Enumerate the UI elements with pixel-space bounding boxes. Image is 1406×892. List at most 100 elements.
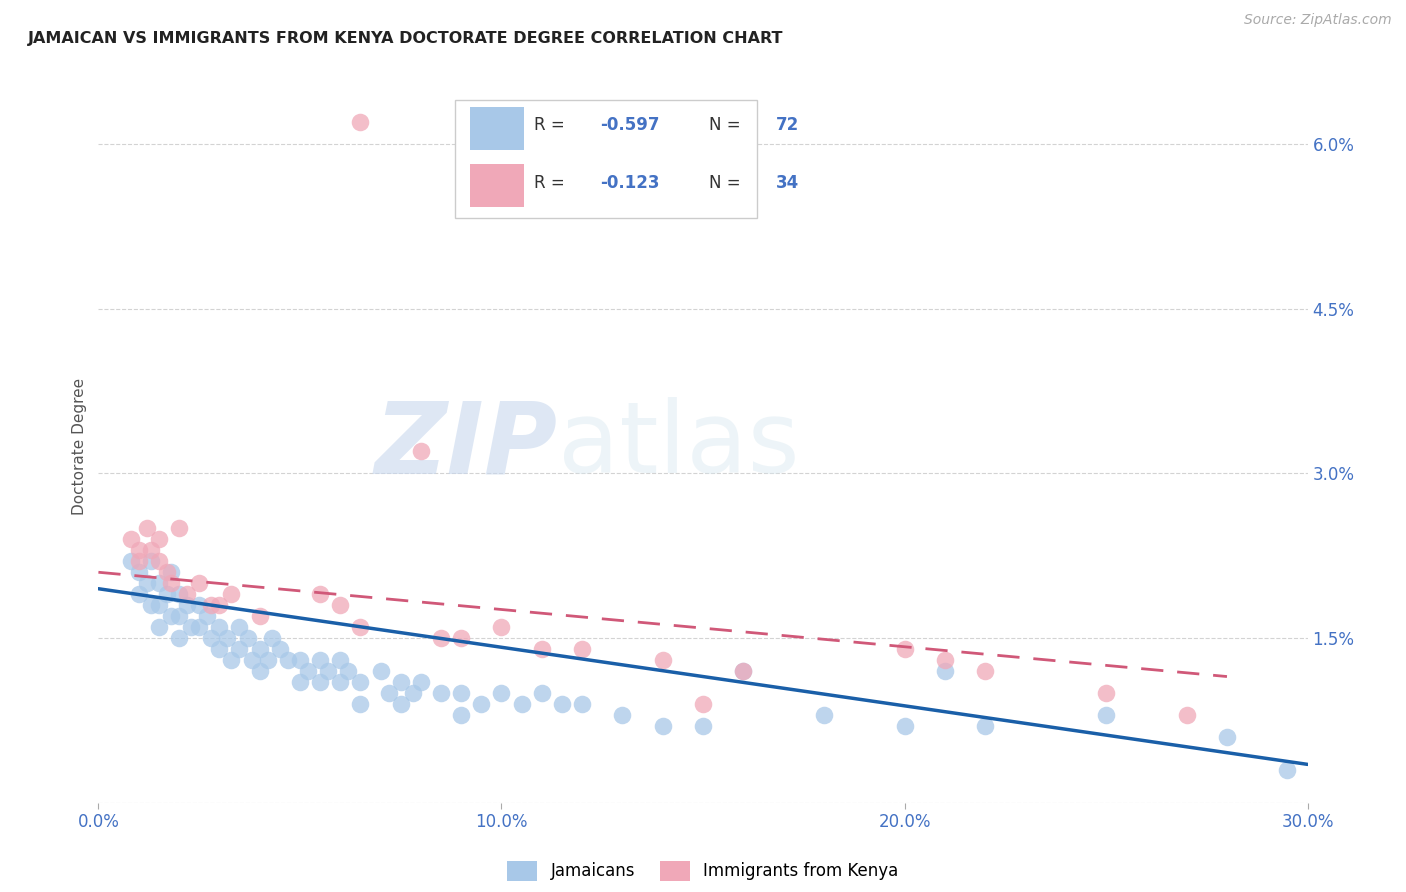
Text: 34: 34 bbox=[776, 175, 799, 193]
Point bbox=[389, 697, 412, 711]
Point bbox=[228, 620, 250, 634]
Point bbox=[128, 543, 150, 558]
Point bbox=[337, 664, 360, 678]
Text: -0.597: -0.597 bbox=[600, 116, 659, 134]
Point bbox=[228, 642, 250, 657]
Point bbox=[188, 598, 211, 612]
Point bbox=[377, 686, 399, 700]
Point bbox=[256, 653, 278, 667]
Point bbox=[260, 631, 283, 645]
Point bbox=[692, 719, 714, 733]
Text: Source: ZipAtlas.com: Source: ZipAtlas.com bbox=[1244, 13, 1392, 28]
Point bbox=[1216, 730, 1239, 744]
Legend: Jamaicans, Immigrants from Kenya: Jamaicans, Immigrants from Kenya bbox=[501, 854, 905, 888]
Point bbox=[139, 554, 162, 568]
Text: R =: R = bbox=[534, 175, 569, 193]
Bar bbox=[470, 164, 524, 207]
Point bbox=[571, 642, 593, 657]
Point bbox=[1095, 686, 1118, 700]
Y-axis label: Doctorate Degree: Doctorate Degree bbox=[72, 377, 87, 515]
FancyBboxPatch shape bbox=[456, 100, 758, 218]
Point bbox=[221, 587, 243, 601]
Text: N =: N = bbox=[709, 116, 747, 134]
Point bbox=[208, 642, 231, 657]
Point bbox=[430, 686, 453, 700]
Point bbox=[167, 609, 190, 624]
Point bbox=[249, 642, 271, 657]
Point bbox=[530, 642, 553, 657]
Point bbox=[651, 653, 673, 667]
Point bbox=[277, 653, 299, 667]
Point bbox=[176, 587, 198, 601]
Point bbox=[370, 664, 392, 678]
Point bbox=[200, 598, 222, 612]
Point bbox=[329, 598, 352, 612]
Text: JAMAICAN VS IMMIGRANTS FROM KENYA DOCTORATE DEGREE CORRELATION CHART: JAMAICAN VS IMMIGRANTS FROM KENYA DOCTOR… bbox=[28, 31, 783, 46]
Point bbox=[135, 576, 157, 591]
Point bbox=[128, 566, 150, 580]
Point bbox=[195, 609, 218, 624]
Point bbox=[934, 664, 956, 678]
Point bbox=[409, 675, 432, 690]
Point bbox=[217, 631, 239, 645]
Point bbox=[208, 598, 231, 612]
Point bbox=[160, 566, 183, 580]
Point bbox=[236, 631, 259, 645]
Point bbox=[530, 686, 553, 700]
Point bbox=[733, 664, 755, 678]
Point bbox=[329, 675, 352, 690]
Point bbox=[510, 697, 533, 711]
Text: 72: 72 bbox=[776, 116, 799, 134]
Point bbox=[329, 653, 352, 667]
Point bbox=[612, 708, 634, 723]
Text: atlas: atlas bbox=[558, 398, 800, 494]
Point bbox=[249, 664, 271, 678]
Point bbox=[139, 543, 162, 558]
Point bbox=[180, 620, 202, 634]
Point bbox=[135, 521, 157, 535]
Point bbox=[128, 587, 150, 601]
Bar bbox=[470, 107, 524, 150]
Point bbox=[128, 554, 150, 568]
Point bbox=[167, 631, 190, 645]
Point bbox=[974, 719, 997, 733]
Point bbox=[148, 576, 170, 591]
Point bbox=[450, 708, 472, 723]
Point bbox=[148, 554, 170, 568]
Point bbox=[200, 631, 222, 645]
Point bbox=[491, 620, 513, 634]
Point bbox=[316, 664, 339, 678]
Point bbox=[309, 675, 332, 690]
Text: -0.123: -0.123 bbox=[600, 175, 659, 193]
Point bbox=[450, 686, 472, 700]
Point bbox=[288, 653, 311, 667]
Point bbox=[160, 609, 183, 624]
Point bbox=[974, 664, 997, 678]
Text: N =: N = bbox=[709, 175, 747, 193]
Point bbox=[893, 642, 915, 657]
Point bbox=[148, 598, 170, 612]
Point bbox=[692, 697, 714, 711]
Point bbox=[1277, 763, 1299, 777]
Point bbox=[402, 686, 425, 700]
Point bbox=[221, 653, 243, 667]
Point bbox=[309, 653, 332, 667]
Point bbox=[240, 653, 263, 667]
Point bbox=[176, 598, 198, 612]
Point bbox=[156, 566, 179, 580]
Point bbox=[208, 620, 231, 634]
Point bbox=[733, 664, 755, 678]
Point bbox=[349, 620, 371, 634]
Point bbox=[139, 598, 162, 612]
Point bbox=[160, 576, 183, 591]
Point bbox=[297, 664, 319, 678]
Point bbox=[571, 697, 593, 711]
Point bbox=[651, 719, 673, 733]
Point bbox=[450, 631, 472, 645]
Point bbox=[120, 533, 142, 547]
Point bbox=[349, 115, 371, 129]
Text: R =: R = bbox=[534, 116, 569, 134]
Point bbox=[269, 642, 291, 657]
Point bbox=[551, 697, 574, 711]
Point bbox=[167, 587, 190, 601]
